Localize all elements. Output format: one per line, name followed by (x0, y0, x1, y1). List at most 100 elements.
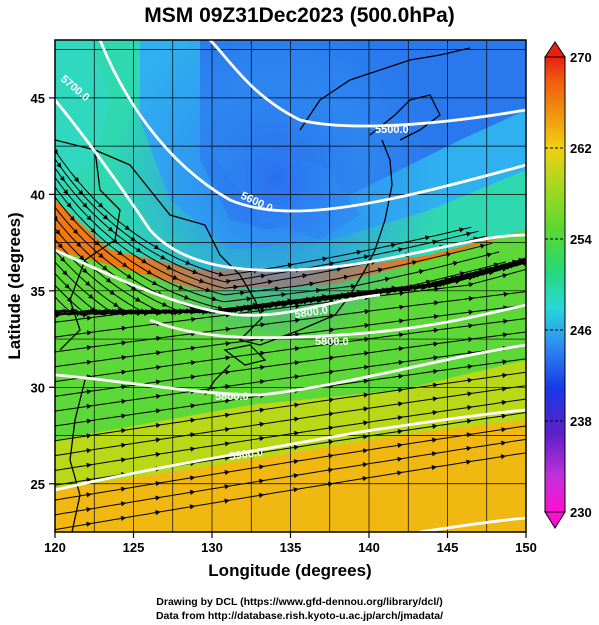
wind-arrowhead (78, 189, 84, 196)
wind-arrowhead (90, 227, 96, 234)
wind-arrowhead (211, 296, 218, 302)
wind-arrowhead (259, 421, 265, 427)
wind-arrowhead (294, 402, 300, 408)
wind-arrowhead (102, 214, 109, 220)
wind-arrowhead (126, 273, 133, 279)
wind-arrowhead (86, 345, 93, 351)
wind-arrowhead (356, 249, 362, 255)
wind-arrowhead (328, 467, 334, 473)
wind-arrowhead (190, 432, 196, 438)
wind-arrowhead (503, 318, 509, 324)
wind-arrowhead (82, 268, 88, 274)
wind-arrowhead (7, 55, 12, 61)
y-tick-label: 25 (31, 477, 45, 492)
wind-arrowhead (260, 273, 267, 279)
wind-arrowhead (156, 350, 162, 356)
wind-arrowhead (274, 286, 281, 292)
wind-arrowhead (502, 273, 508, 279)
wind-arrowhead (14, 143, 19, 149)
x-axis: 120 125 130 135 140 145 150 (44, 532, 537, 555)
wind-arrowhead (398, 373, 404, 379)
wind-arrowhead (467, 405, 473, 411)
wind-arrowhead (224, 427, 231, 433)
wind-arrowhead (1, 140, 6, 146)
wind-arrowhead (172, 274, 179, 280)
wind-arrowhead (259, 478, 265, 484)
wind-arrowhead (302, 273, 308, 279)
wind-arrowhead (259, 303, 265, 309)
wind-arrowhead (17, 399, 22, 404)
wind-arrowhead (328, 453, 334, 459)
wind-arrowhead (45, 175, 50, 181)
wind-arrowhead (17, 369, 22, 374)
footer-credit-drawing: Drawing by DCL (https://www.gfd-dennou.o… (156, 596, 443, 608)
wind-arrowhead (431, 451, 438, 457)
wind-arrowhead (59, 256, 66, 263)
wind-arrowhead (86, 403, 92, 409)
contour-5800c (55, 408, 526, 492)
colorbar-tick-label: 238 (570, 414, 592, 429)
wind-arrowhead (433, 355, 439, 361)
wind-arrowhead (190, 446, 196, 452)
wind-arrowhead (259, 464, 265, 470)
streamline (55, 438, 526, 516)
wind-arrowhead (25, 301, 30, 307)
wind-arrowhead (363, 420, 369, 426)
wind-arrowhead (83, 312, 89, 318)
streamline (55, 331, 526, 397)
wind-arrowhead (293, 487, 299, 493)
wind-arrowhead (120, 501, 127, 507)
wind-arrowhead (156, 335, 162, 341)
contour-label: 5800.0 (215, 391, 249, 403)
wind-arrowhead (94, 240, 100, 246)
wind-arrowhead (121, 398, 127, 404)
wind-arrowhead (17, 186, 22, 192)
wind-arrowhead (130, 236, 136, 242)
wind-arrowhead (433, 327, 439, 333)
wind-arrowhead (56, 162, 62, 169)
wind-arrowhead (76, 242, 82, 248)
wind-arrowhead (86, 215, 92, 221)
wind-arrowhead (294, 299, 300, 305)
wind-arrowhead (501, 440, 507, 446)
wind-arrowhead (529, 257, 535, 262)
wind-arrowhead (155, 310, 161, 316)
wind-arrowhead (225, 398, 231, 404)
streamline (55, 176, 493, 296)
contour-label: 5800.0 (294, 304, 329, 321)
wind-arrowhead (69, 215, 75, 222)
wind-arrowhead (25, 131, 30, 137)
contour-5500 (209, 40, 526, 128)
wind-arrowhead (418, 269, 425, 275)
wind-arrowhead (362, 476, 368, 482)
x-tick-label: 150 (515, 540, 537, 555)
wind-arrowhead (155, 437, 161, 443)
x-tick-label: 130 (201, 540, 223, 555)
wind-arrowhead (192, 269, 198, 275)
y-tick-label: 40 (31, 187, 45, 202)
contour-label: 5800.0 (315, 336, 349, 348)
wind-arrowhead (530, 257, 536, 262)
wind-arrowhead (397, 415, 404, 421)
wind-arrowhead (328, 439, 334, 445)
wind-arrowhead (397, 456, 403, 462)
wind-arrowhead (217, 305, 224, 311)
wind-arrowhead (390, 242, 397, 248)
streamline (55, 452, 526, 531)
wind-arrowhead (117, 307, 123, 314)
wind-arrowhead (43, 161, 48, 167)
wind-arrowhead (432, 396, 438, 402)
wind-arrowhead (155, 452, 161, 458)
wind-arrowhead (156, 379, 162, 385)
wind-arrowhead (13, 128, 18, 134)
wind-arrowhead (155, 422, 162, 429)
wind-arrowhead (59, 175, 65, 182)
wind-arrowhead (399, 304, 405, 310)
wind-arrowhead (86, 359, 93, 365)
wind-arrowhead (502, 386, 508, 392)
wind-arrowhead (155, 495, 161, 501)
wind-arrowhead (537, 355, 542, 360)
wind-arrowhead (329, 355, 335, 361)
streamline (55, 412, 526, 486)
x-tick-label: 140 (358, 540, 380, 555)
